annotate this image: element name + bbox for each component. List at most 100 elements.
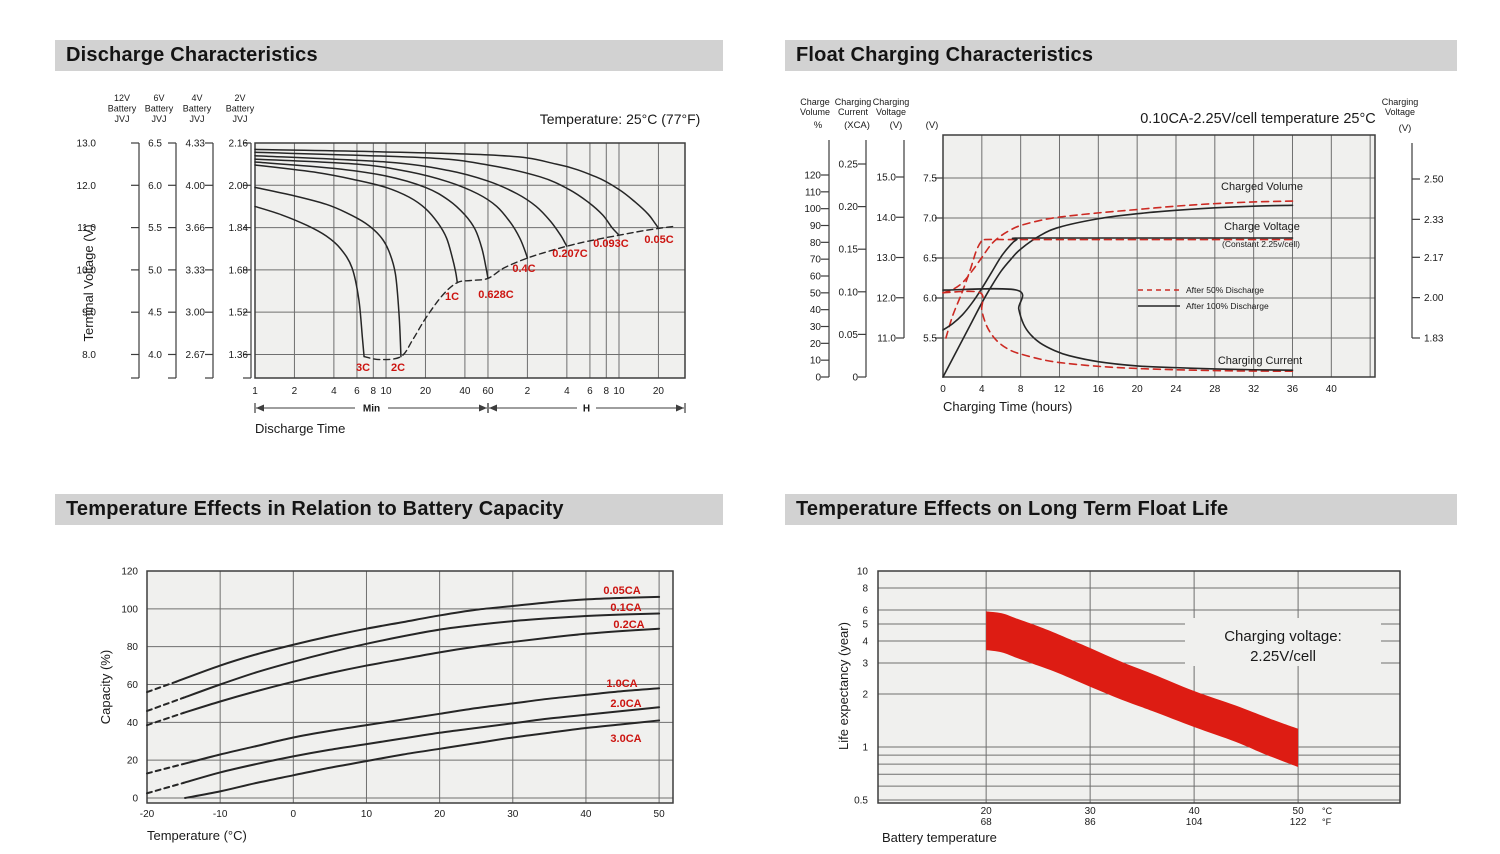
svg-text:2.00: 2.00 <box>229 181 249 192</box>
svg-text:2.67: 2.67 <box>186 350 206 361</box>
svg-text:6: 6 <box>587 386 593 397</box>
svg-text:30: 30 <box>810 322 822 333</box>
svg-text:120: 120 <box>121 567 138 578</box>
series-2.0CA <box>182 706 661 784</box>
svg-text:3.33: 3.33 <box>186 265 206 276</box>
series-1.0CA <box>146 762 185 775</box>
svg-text:1.68: 1.68 <box>229 265 249 276</box>
section-title: Discharge Characteristics <box>66 44 318 66</box>
svg-text:Charge: Charge <box>800 97 830 107</box>
svg-text:0.093C: 0.093C <box>593 238 629 250</box>
series-0.2CA <box>146 711 185 727</box>
svg-text:8: 8 <box>1018 384 1024 395</box>
svg-text:8.0: 8.0 <box>82 350 96 361</box>
svg-text:4.0: 4.0 <box>148 350 162 361</box>
svg-text:1.52: 1.52 <box>229 308 249 319</box>
svg-text:Charging: Charging <box>873 97 910 107</box>
svg-text:60: 60 <box>127 680 139 691</box>
svg-text:20: 20 <box>127 756 139 767</box>
svg-text:68: 68 <box>981 817 993 828</box>
svg-text:1C: 1C <box>445 291 459 303</box>
svg-text:8: 8 <box>604 386 610 397</box>
section-header-discharge-characteristics: Discharge Characteristics <box>55 40 723 71</box>
svg-text:30: 30 <box>507 809 519 820</box>
svg-text:20: 20 <box>653 386 665 397</box>
svg-text:2.17: 2.17 <box>1424 253 1444 264</box>
svg-text:-20: -20 <box>140 809 155 820</box>
series-2.0CA <box>146 781 185 795</box>
svg-text:40: 40 <box>459 386 471 397</box>
svg-text:70: 70 <box>810 255 822 266</box>
svg-text:1.84: 1.84 <box>229 223 249 234</box>
svg-text:4: 4 <box>862 637 868 648</box>
svg-text:2.25V/cell: 2.25V/cell <box>1250 648 1316 665</box>
series-charge-voltage-after-50 <box>945 238 1294 339</box>
svg-text:7.5: 7.5 <box>923 174 937 185</box>
svg-text:(V): (V) <box>926 120 939 131</box>
temperature-effects-battery-capacity: -20 -10 0 10 20 30 40 50 0 20 40 60 80 100 120 Capacity… <box>98 567 674 843</box>
series-0.628C <box>254 161 489 280</box>
life-expectancy-band <box>986 611 1299 767</box>
svg-text:Terminal Voltage (V): Terminal Voltage (V) <box>81 224 96 341</box>
svg-text:6V: 6V <box>153 93 164 103</box>
svg-text:0: 0 <box>940 384 946 395</box>
svg-text:1: 1 <box>862 743 868 754</box>
svg-text:Current: Current <box>838 107 869 117</box>
series-charged-volume-after-100 <box>942 204 1294 378</box>
svg-text:10: 10 <box>857 567 869 578</box>
svg-text:(V): (V) <box>890 120 903 131</box>
svg-text:50: 50 <box>810 288 822 299</box>
svg-text:80: 80 <box>127 642 139 653</box>
svg-text:24: 24 <box>1170 384 1182 395</box>
section-header-temperature-capacity: Temperature Effects in Relation to Batte… <box>55 494 723 525</box>
svg-text:°C: °C <box>1322 806 1333 816</box>
svg-text:50: 50 <box>1293 806 1305 817</box>
svg-text:104: 104 <box>1186 817 1203 828</box>
svg-text:1.83: 1.83 <box>1424 334 1444 345</box>
svg-text:°F: °F <box>1322 817 1332 827</box>
svg-text:10.0: 10.0 <box>77 265 97 276</box>
svg-text:Battery: Battery <box>145 104 174 114</box>
svg-text:7.0: 7.0 <box>923 214 937 225</box>
svg-text:0.15: 0.15 <box>839 245 859 256</box>
float-charging-characteristics: 12011010090807060504030201000.250.200.15… <box>800 97 1444 414</box>
series-0.05C <box>254 148 660 230</box>
svg-text:Charging: Charging <box>1382 97 1419 107</box>
svg-text:2: 2 <box>292 386 298 397</box>
svg-text:3: 3 <box>862 659 868 670</box>
svg-text:10: 10 <box>810 356 822 367</box>
svg-text:JVJ: JVJ <box>189 114 204 124</box>
svg-text:6.0: 6.0 <box>148 181 162 192</box>
svg-text:JVJ: JVJ <box>151 114 166 124</box>
section-title: Float Charging Characteristics <box>796 44 1094 66</box>
series-cutoff-line <box>363 225 676 361</box>
svg-text:Battery: Battery <box>183 104 212 114</box>
svg-text:0: 0 <box>815 373 821 384</box>
svg-text:Temperature (°C): Temperature (°C) <box>147 828 247 843</box>
svg-text:6: 6 <box>862 606 868 617</box>
svg-text:0.10: 0.10 <box>839 287 859 298</box>
svg-text:5: 5 <box>862 619 868 630</box>
section-title: Temperature Effects in Relation to Batte… <box>66 498 564 520</box>
svg-text:2.33: 2.33 <box>1424 215 1444 226</box>
svg-text:0.5: 0.5 <box>854 796 868 807</box>
svg-text:Temperature: 25°C (77°F): Temperature: 25°C (77°F) <box>540 111 701 127</box>
svg-text:Battery: Battery <box>108 104 137 114</box>
svg-text:20: 20 <box>434 809 446 820</box>
series-0.1CA <box>182 612 661 699</box>
svg-text:13.0: 13.0 <box>77 139 97 150</box>
svg-text:0.1CA: 0.1CA <box>610 602 641 614</box>
svg-text:80: 80 <box>810 238 822 249</box>
svg-text:6.5: 6.5 <box>923 254 937 265</box>
series-1C <box>254 164 459 284</box>
svg-text:16: 16 <box>1093 384 1105 395</box>
svg-text:40: 40 <box>1326 384 1338 395</box>
svg-text:100: 100 <box>121 604 138 615</box>
svg-text:20: 20 <box>1132 384 1144 395</box>
svg-text:122: 122 <box>1290 817 1307 828</box>
svg-text:JVJ: JVJ <box>232 114 247 124</box>
svg-text:90: 90 <box>810 221 822 232</box>
svg-text:10: 10 <box>380 386 392 397</box>
section-header-temperature-float-life: Temperature Effects on Long Term Float L… <box>785 494 1457 525</box>
